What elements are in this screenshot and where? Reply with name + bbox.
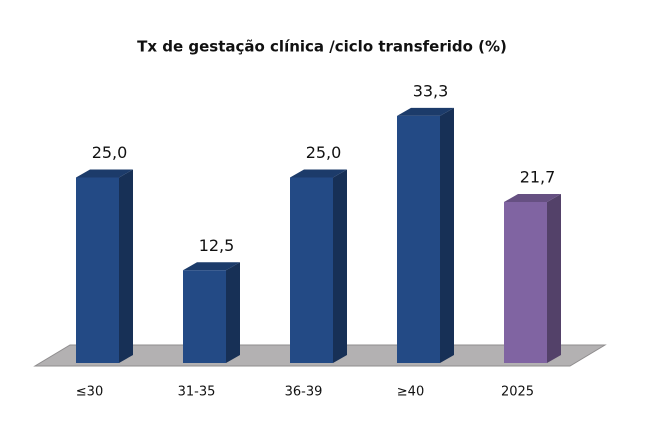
bar-top: [183, 262, 240, 271]
value-label: 33,3: [413, 81, 449, 100]
bar-top: [504, 193, 561, 202]
bar-top: [76, 169, 133, 178]
bar: [290, 177, 333, 363]
value-label: 25,0: [306, 143, 342, 162]
bar: [183, 270, 226, 363]
bar-top: [397, 107, 454, 116]
chart-title: Tx de gestação clínica /ciclo transferid…: [137, 38, 507, 56]
x-tick-label: 36-39: [285, 385, 323, 400]
bar-side: [547, 193, 561, 363]
x-tick-label: 31-35: [178, 385, 216, 400]
value-label: 12,5: [199, 236, 235, 255]
bar-side: [119, 169, 133, 363]
x-tick-label: ≥40: [397, 385, 424, 400]
x-tick-label: ≤30: [76, 385, 103, 400]
bar: [397, 115, 440, 363]
value-label: 21,7: [520, 167, 556, 186]
x-tick-label: 2025: [501, 385, 534, 400]
bar-top: [290, 169, 347, 178]
bar: [76, 177, 119, 363]
bar-side: [226, 262, 240, 363]
bar-side: [440, 107, 454, 363]
value-label: 25,0: [92, 143, 128, 162]
bar-side: [333, 169, 347, 363]
bar: [504, 201, 547, 363]
